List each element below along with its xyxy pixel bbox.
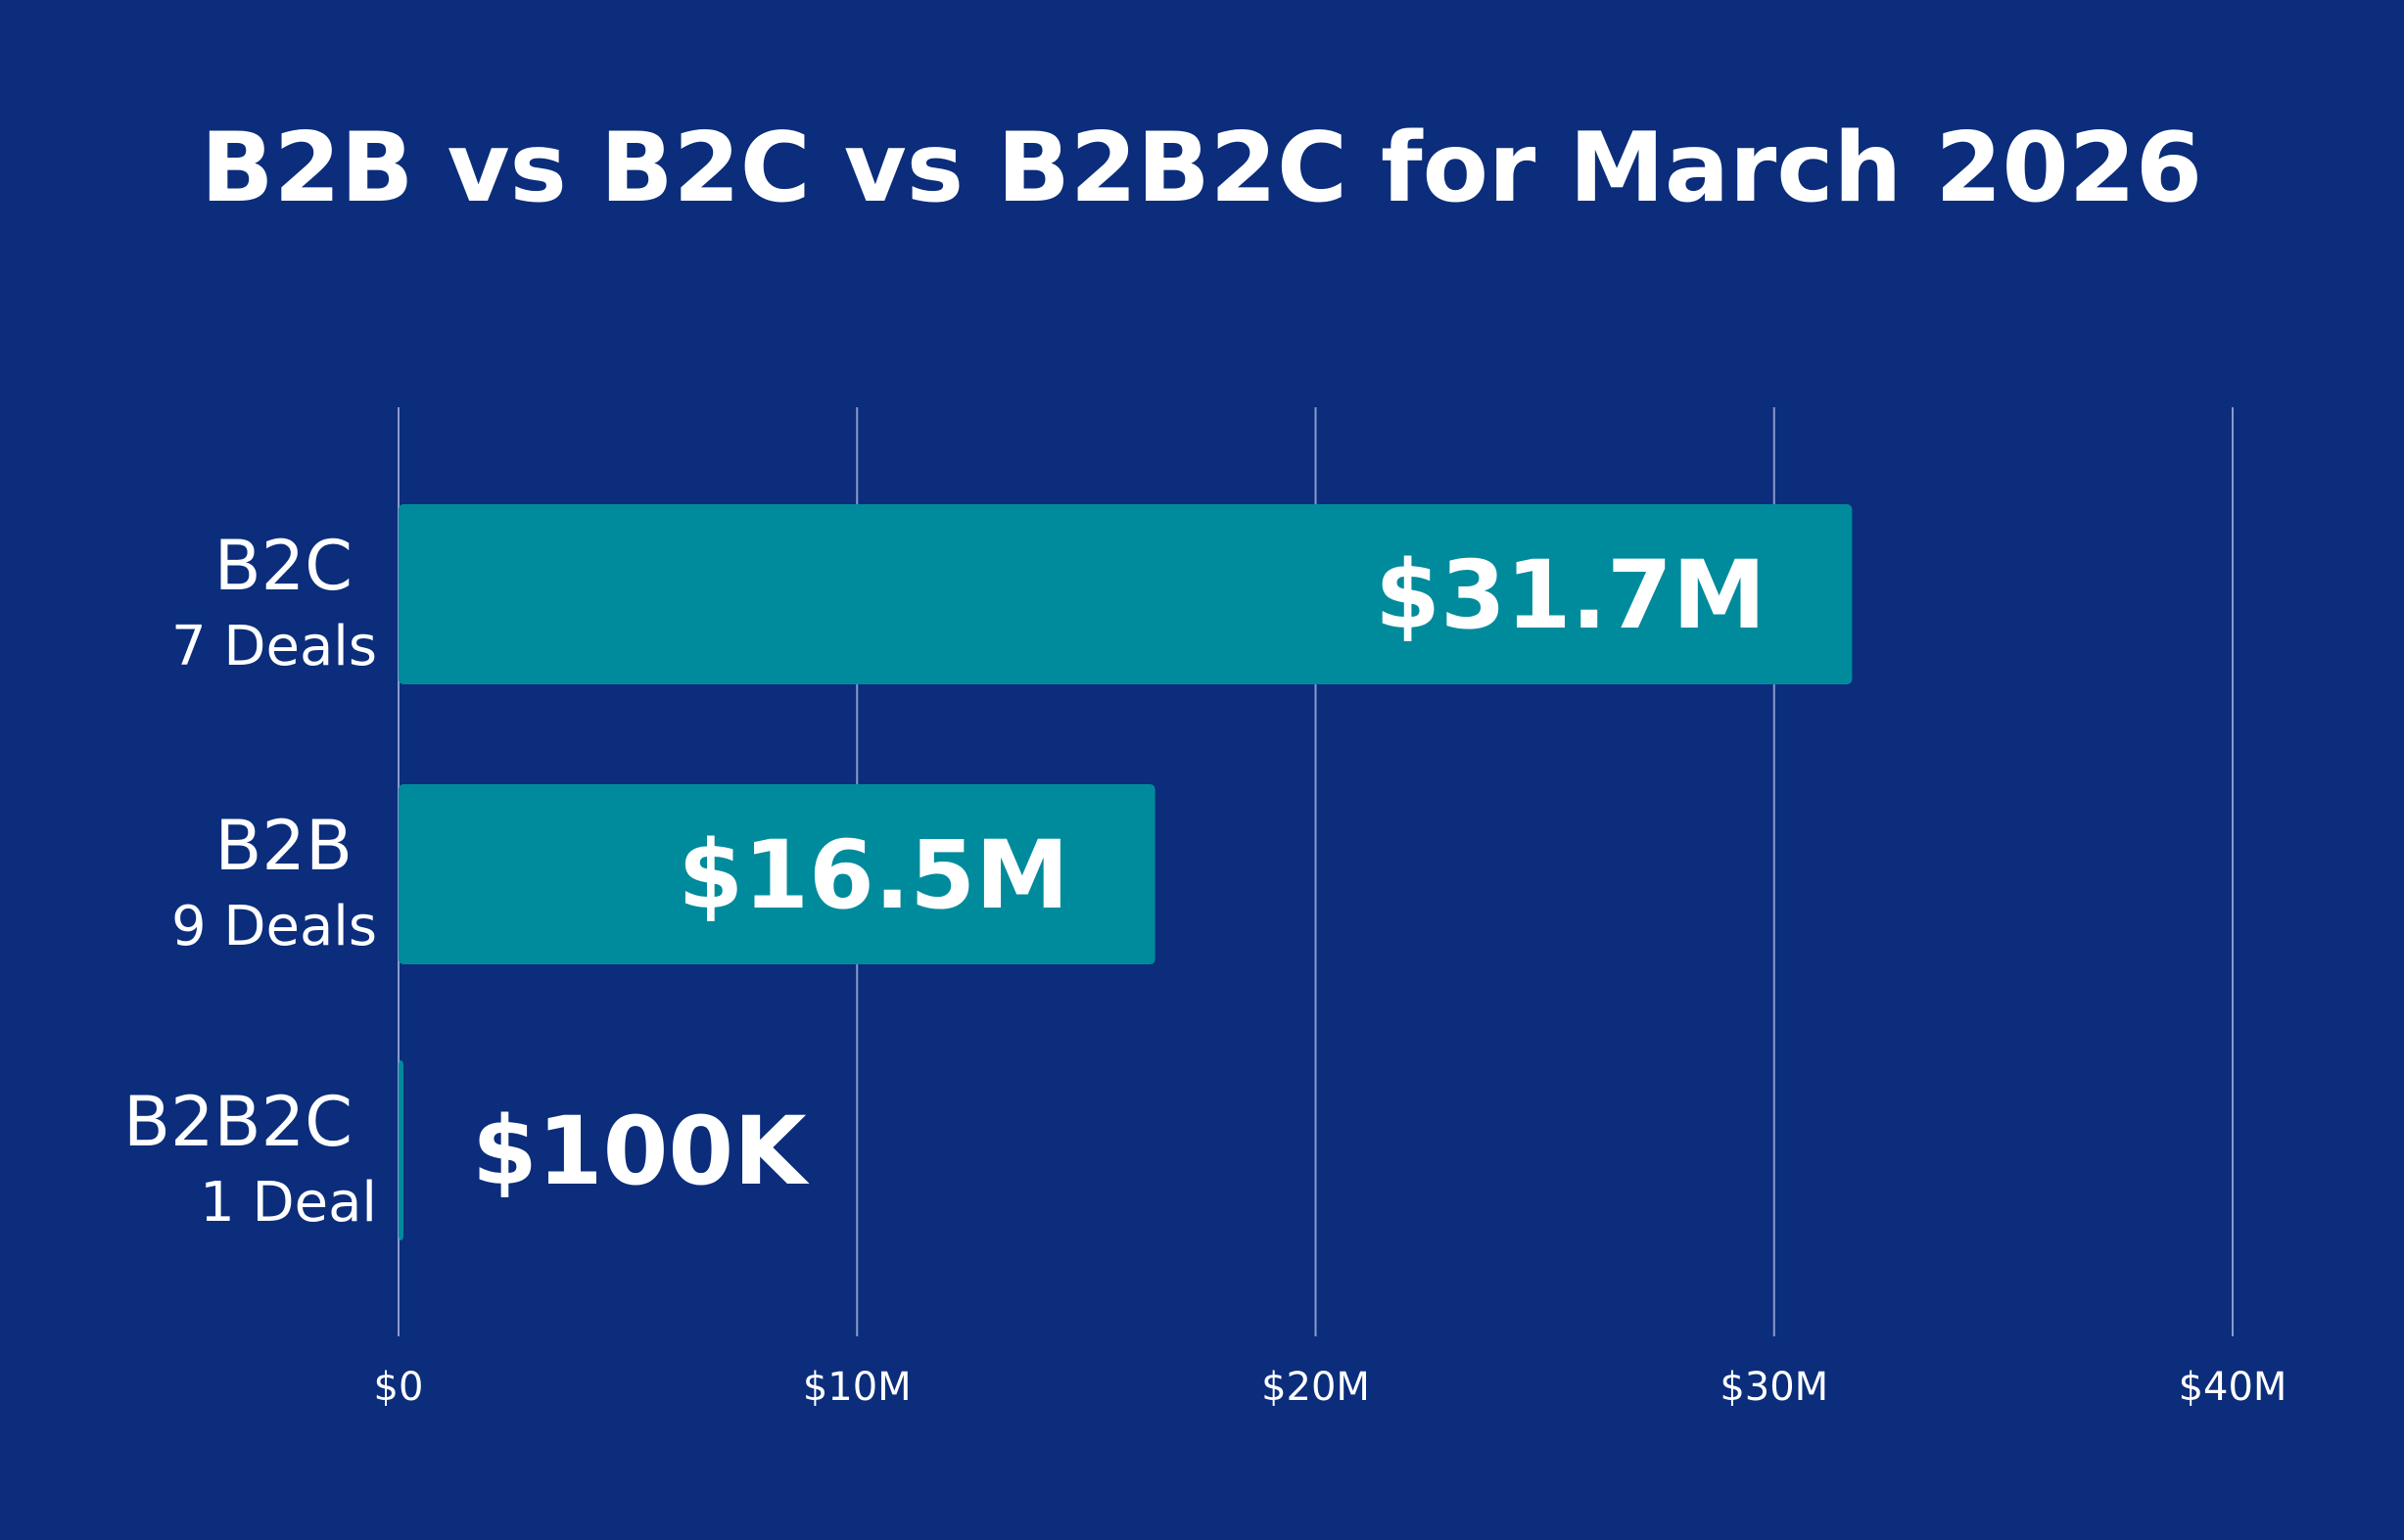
x-tick-label: $30M <box>1720 1365 1828 1410</box>
category-sublabel: 7 Deals <box>171 615 377 678</box>
category-label: B2B2C <box>123 1082 353 1162</box>
bar-b2b <box>399 784 1155 964</box>
x-tick-label: $20M <box>1261 1365 1370 1410</box>
x-tick-label: $0 <box>374 1365 424 1410</box>
data-label: $16.5M <box>678 820 1068 930</box>
category-labels: B2C 7 Deals B2B 9 Deals B2B2C 1 Deal <box>123 526 377 1235</box>
category-sublabel: 9 Deals <box>171 895 377 958</box>
chart-title: B2B vs B2C vs B2B2C for March 2026 <box>201 113 2202 224</box>
x-tick-label: $40M <box>2179 1365 2287 1410</box>
bar-b2c <box>399 504 1853 684</box>
data-label: $31.7M <box>1375 540 1766 650</box>
category-sublabel: 1 Deal <box>200 1171 377 1235</box>
bar-b2b2c <box>399 1060 403 1240</box>
x-axis-ticks: $0 $10M $20M $30M $40M <box>374 1365 2287 1410</box>
category-label: B2C <box>214 526 353 606</box>
category-label: B2B <box>214 806 353 886</box>
x-tick-label: $10M <box>803 1365 912 1410</box>
data-label: $100K <box>472 1097 810 1206</box>
bars: $31.7M $16.5M $100K <box>399 504 1853 1240</box>
